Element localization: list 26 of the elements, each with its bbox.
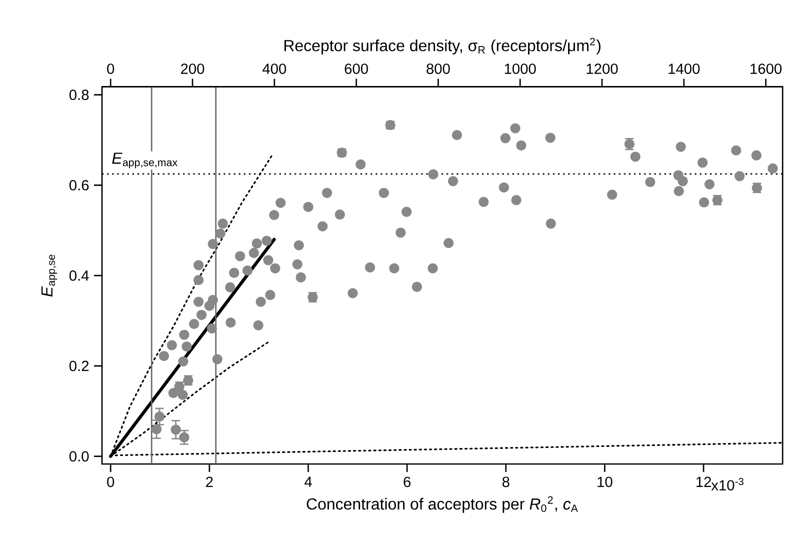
x2-tick-label: 1400 <box>668 64 700 74</box>
y-tick-label: 0.2 <box>69 360 89 372</box>
ref-line-label: E$_{app,se,max}$ <box>112 152 178 168</box>
y-axis-title: E$_{app,se}$ <box>41 254 58 297</box>
x2-axis-title: Receptor surface density, σ$_{R}$ (receptors/μm$^{2}$) <box>284 38 600 54</box>
x2-tick-label: 0 <box>107 64 114 74</box>
y-tick-label: 0.0 <box>69 451 89 462</box>
x-tick-label: 8 <box>502 476 510 488</box>
x2-tick-label: 1600 <box>750 64 782 74</box>
x2-tick-label: 400 <box>262 64 286 74</box>
x2-tick-label: 1200 <box>586 64 618 74</box>
x2-tick-label: 800 <box>426 64 450 74</box>
text: x10$^{-3}$ <box>711 478 744 490</box>
x-tick-label: 0 <box>107 476 114 488</box>
x-tick-label: 10 <box>598 476 612 488</box>
y-tick-label: 0.6 <box>69 180 89 190</box>
x2-tick-label: 200 <box>181 64 204 74</box>
x-tick-label: 4 <box>304 476 312 487</box>
x2-tick-label: 1000 <box>504 64 536 74</box>
y-tick-label: 0.4 <box>69 270 89 281</box>
y-tick-label: 0.8 <box>69 90 89 100</box>
x-tick-label: 12 <box>696 476 711 487</box>
x-tick-label: 6 <box>404 476 410 488</box>
x-axis-title: Concentration of acceptors per R$_{0}$$^{2}$, c$_{A}$ <box>306 496 578 513</box>
x2-tick-label: 600 <box>344 64 368 74</box>
x-tick-label: 2 <box>206 476 213 487</box>
